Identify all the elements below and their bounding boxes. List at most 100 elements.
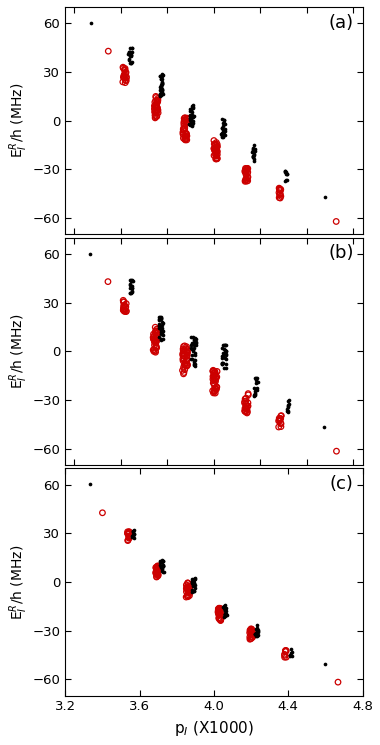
Point xyxy=(187,581,193,593)
Point xyxy=(191,354,197,366)
Point xyxy=(152,336,158,348)
Point xyxy=(190,345,196,357)
Point xyxy=(127,42,133,54)
Point xyxy=(157,70,163,82)
Point xyxy=(212,366,218,378)
Point xyxy=(192,356,198,368)
Point xyxy=(223,602,229,614)
Point xyxy=(191,574,197,586)
Point xyxy=(243,174,249,186)
Point xyxy=(159,70,165,82)
Point xyxy=(158,324,165,336)
Point xyxy=(152,107,158,118)
Point xyxy=(159,69,165,80)
Point xyxy=(160,317,166,329)
Point xyxy=(87,247,93,259)
Point xyxy=(250,144,256,156)
Point xyxy=(219,352,225,364)
Point xyxy=(158,80,164,92)
Point xyxy=(218,614,224,626)
Point xyxy=(188,100,195,112)
Point xyxy=(223,348,229,360)
Point xyxy=(184,586,190,597)
Point xyxy=(154,96,160,108)
Point xyxy=(252,389,258,401)
Point xyxy=(181,349,187,361)
Point xyxy=(243,164,249,176)
Point xyxy=(283,174,289,186)
Point xyxy=(160,78,166,90)
Point xyxy=(189,111,195,123)
Point xyxy=(154,110,160,122)
Point xyxy=(216,613,222,625)
Point xyxy=(245,172,251,184)
Point xyxy=(242,405,249,417)
Point xyxy=(190,102,196,114)
Point xyxy=(190,335,196,346)
Point xyxy=(187,584,193,596)
Point xyxy=(278,418,284,430)
Point xyxy=(189,584,195,596)
Point xyxy=(160,559,166,571)
Point xyxy=(128,275,134,287)
Point xyxy=(220,130,226,142)
Point xyxy=(189,349,195,361)
Point xyxy=(182,133,188,145)
Point xyxy=(126,532,132,544)
Point xyxy=(222,608,228,620)
Point xyxy=(153,342,159,354)
Point xyxy=(187,118,193,130)
Point xyxy=(152,95,158,107)
Point xyxy=(282,650,288,662)
Point xyxy=(244,173,250,185)
Point xyxy=(213,143,219,155)
Point xyxy=(222,599,228,611)
Point xyxy=(121,302,127,314)
Point xyxy=(210,365,216,377)
Point xyxy=(154,571,160,583)
Point xyxy=(276,187,282,199)
Point xyxy=(217,602,223,614)
Point xyxy=(216,609,222,621)
Point xyxy=(158,312,164,324)
Point xyxy=(217,615,223,627)
Point xyxy=(187,589,193,601)
Point xyxy=(154,335,160,347)
Point xyxy=(187,112,193,124)
Point xyxy=(180,340,187,352)
Point xyxy=(155,104,161,116)
Point xyxy=(192,338,198,350)
Point xyxy=(181,115,187,127)
Point xyxy=(155,568,161,580)
Point xyxy=(253,377,259,389)
Point xyxy=(221,602,227,614)
Point xyxy=(189,577,195,589)
Point xyxy=(251,149,257,161)
Point xyxy=(129,279,135,291)
Point xyxy=(189,575,195,587)
Point xyxy=(154,102,160,114)
Point xyxy=(154,564,160,576)
Point xyxy=(214,142,220,154)
X-axis label: p$_I$ (X1000): p$_I$ (X1000) xyxy=(174,719,254,738)
Point xyxy=(184,353,190,365)
Point xyxy=(214,145,220,157)
Point xyxy=(243,400,249,412)
Point xyxy=(221,343,227,355)
Point xyxy=(187,114,193,126)
Point xyxy=(150,328,157,340)
Point xyxy=(128,287,134,299)
Point xyxy=(158,559,165,571)
Point xyxy=(223,339,229,351)
Point xyxy=(248,626,254,638)
Point xyxy=(213,139,219,151)
Point xyxy=(219,122,225,134)
Point xyxy=(157,555,163,567)
Point xyxy=(183,583,189,595)
Point xyxy=(158,80,165,92)
Point xyxy=(211,367,217,379)
Point xyxy=(211,370,217,382)
Point xyxy=(125,534,131,546)
Point xyxy=(131,527,137,539)
Point xyxy=(250,142,256,153)
